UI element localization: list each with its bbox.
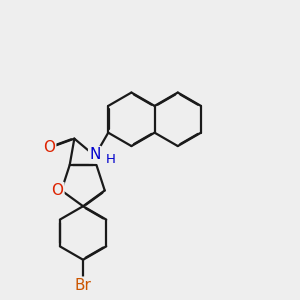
Text: H: H [105, 153, 115, 167]
Text: N: N [89, 147, 100, 162]
Text: Br: Br [75, 278, 92, 293]
Text: O: O [43, 140, 55, 155]
Text: O: O [51, 183, 63, 198]
